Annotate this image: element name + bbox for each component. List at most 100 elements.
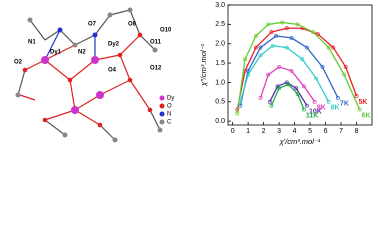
series-label: 9K (317, 105, 326, 112)
legend-label: O (167, 104, 172, 110)
data-point (320, 64, 325, 69)
data-point (331, 45, 336, 50)
series-label: 10K (309, 108, 322, 115)
data-point (266, 72, 271, 77)
y-tick-label: 0.5 (215, 99, 225, 106)
data-point (326, 99, 331, 104)
y-tick-label: 1.5 (215, 60, 225, 67)
data-point (258, 45, 263, 50)
series-label: 5K (359, 99, 368, 106)
data-point (253, 34, 258, 38)
x-tick-label: 5 (308, 128, 312, 135)
x-tick-label: 7 (339, 128, 343, 135)
legend-swatch (159, 111, 165, 117)
atom-label: O12 (150, 66, 162, 72)
data-point (266, 22, 271, 27)
atom-labels: N1 O7 O8 Dy2 O11 O10 O2 Dy1 N2 O4 O12 (14, 22, 172, 74)
data-point (258, 53, 263, 58)
data-point (326, 45, 331, 50)
series-line (236, 21, 361, 114)
series-label: 8K (331, 105, 340, 112)
y-tick-label: 3.0 (215, 2, 225, 9)
atom-label: Dy1 (50, 50, 62, 56)
legend-swatch (159, 103, 165, 109)
data-point (277, 64, 282, 69)
data-point (357, 107, 362, 112)
data-point (305, 45, 309, 50)
data-point (314, 76, 319, 81)
y-tick-label: 2.5 (215, 21, 225, 28)
atom-label: N1 (28, 40, 36, 46)
x-tick-label: 8 (355, 128, 359, 135)
data-point (235, 111, 240, 116)
figure: N1 O7 O8 Dy2 O11 O10 O2 Dy1 N2 O4 O12 Dy ONC 0.0 0.5… (14, 2, 373, 146)
plot-frame (227, 4, 373, 126)
data-point (269, 103, 274, 108)
series-label: 11K (306, 112, 318, 119)
series-line (269, 81, 308, 106)
data-point (312, 99, 317, 104)
atom-label: Dy2 (108, 42, 120, 48)
x-tick-label: 4 (293, 128, 297, 135)
data-point (243, 57, 247, 62)
series-line (239, 44, 330, 103)
y-tick-label: 0.0 (215, 118, 225, 125)
data-point (289, 68, 294, 73)
data-point (258, 95, 263, 100)
data-point (289, 35, 294, 40)
data-point (311, 30, 316, 35)
x-tick-label: 2 (262, 128, 266, 135)
data-point (295, 22, 300, 27)
x-axis-label: χ′/cm³.mol⁻¹ (279, 137, 321, 146)
data-point (284, 26, 289, 31)
atom-label: O11 (150, 40, 162, 46)
x-tick-label: 3 (277, 128, 281, 135)
series-line (259, 66, 316, 103)
data-point (274, 34, 278, 38)
data-point (246, 68, 251, 73)
data-point (270, 43, 275, 48)
atom-label: O8 (128, 22, 137, 28)
data-point (295, 92, 300, 96)
data-point (315, 32, 320, 36)
data-point (342, 72, 347, 77)
data-point (267, 99, 272, 104)
data-point (335, 95, 340, 100)
x-tick-label: 1 (246, 128, 250, 135)
atom-label: O2 (14, 60, 23, 66)
data-point (280, 20, 285, 25)
data-point (238, 103, 243, 108)
data-point (277, 86, 282, 91)
legend-label: N (167, 112, 171, 118)
atom-label: N2 (78, 50, 86, 56)
data-point (354, 94, 359, 98)
data-point (246, 72, 251, 77)
data-point (238, 99, 243, 104)
data-point (301, 107, 306, 112)
series-line (270, 83, 305, 110)
x-tick-label: 6 (324, 128, 328, 135)
data-point (286, 82, 291, 87)
x-tick-label: 0 (231, 128, 235, 135)
data-point (294, 86, 299, 91)
legend-label: C (167, 120, 172, 126)
y-tick-label: 2.0 (215, 41, 225, 48)
data-point (269, 30, 274, 35)
molecule (15, 7, 163, 143)
data-point (253, 45, 258, 50)
legend-swatch (159, 95, 165, 101)
data-point (284, 45, 289, 50)
legend-swatch (159, 119, 165, 125)
series-line (236, 27, 358, 110)
atom-label: O10 (160, 28, 172, 34)
data-point (301, 84, 306, 89)
legend: Dy ONC (159, 95, 174, 126)
y-tick-label: 1.0 (215, 79, 225, 86)
atom-label: O7 (88, 22, 97, 28)
data-point (300, 57, 305, 62)
data-point (343, 64, 348, 69)
series-line (239, 35, 339, 106)
atom-label: O4 (108, 68, 117, 74)
y-axis-label: χ″/cm³.mol⁻¹ (199, 44, 208, 87)
legend-label: Dy (167, 96, 174, 102)
